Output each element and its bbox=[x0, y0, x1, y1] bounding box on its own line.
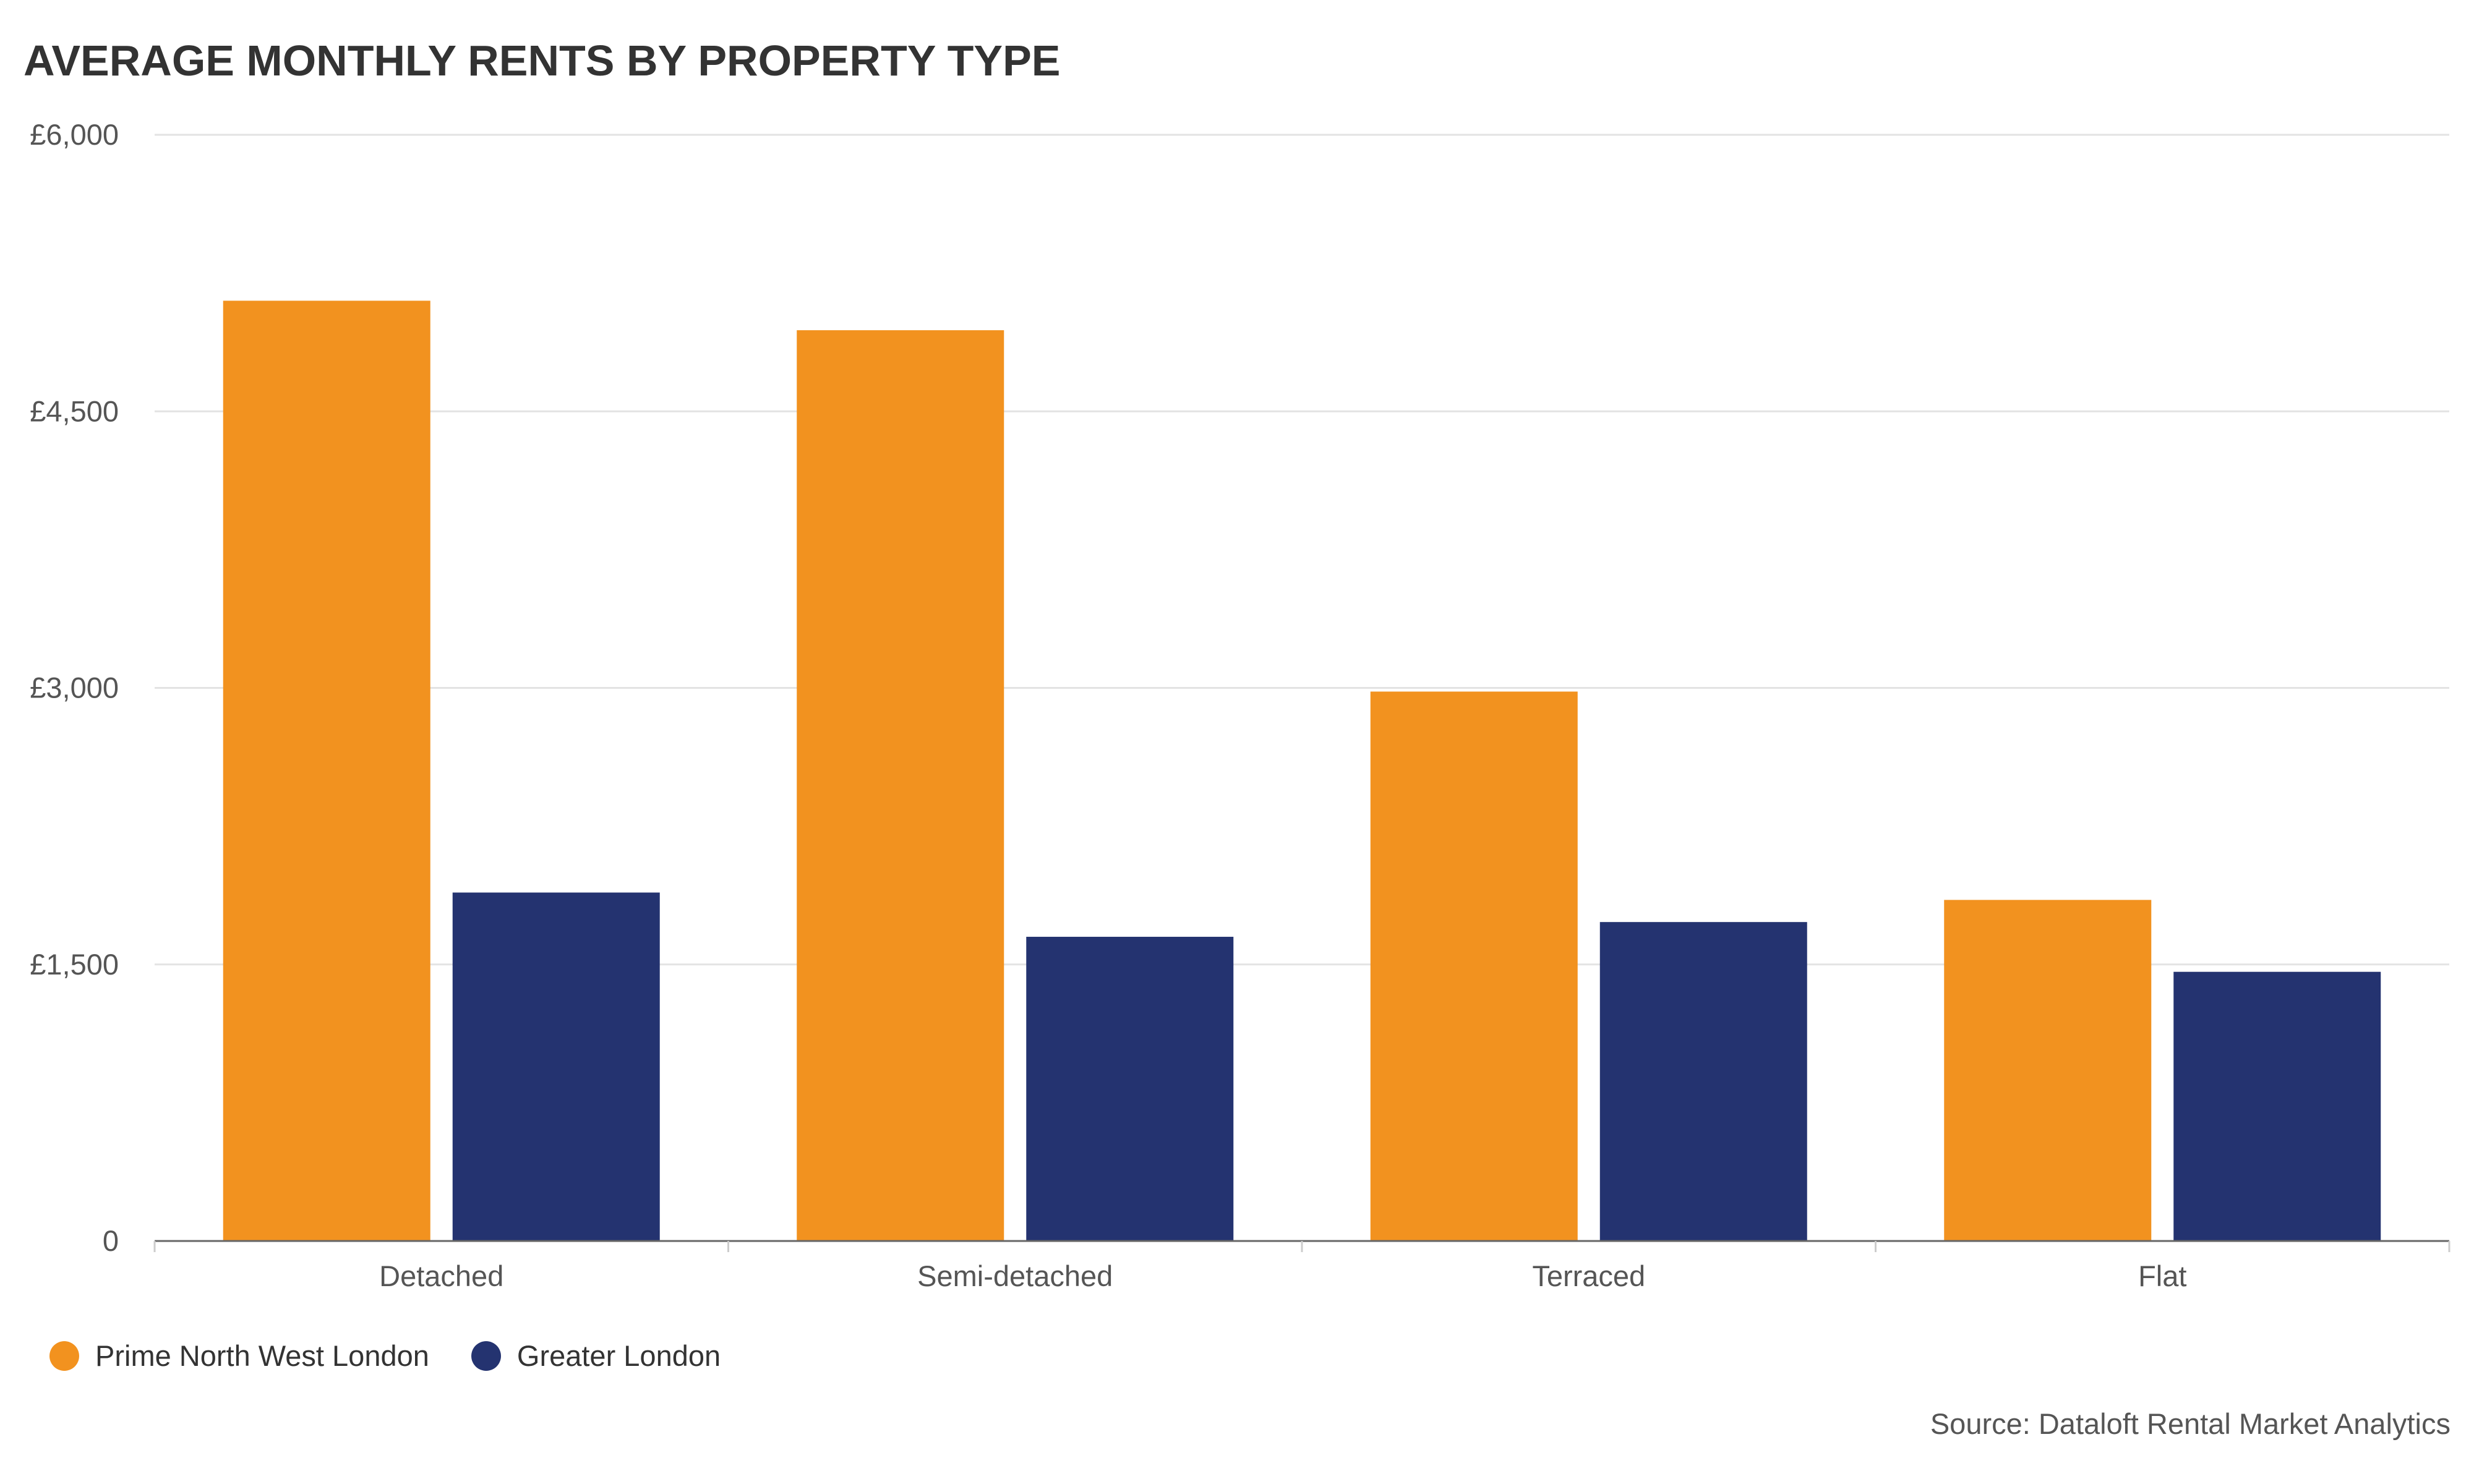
legend-label: Prime North West London bbox=[95, 1339, 429, 1372]
x-axis-ticks: Detached Semi-detached Terraced Flat bbox=[379, 1260, 2186, 1292]
y-tick-label: £1,500 bbox=[30, 948, 119, 981]
bar-prime[interactable] bbox=[1944, 900, 2152, 1241]
bars bbox=[223, 301, 2381, 1242]
legend-marker-icon bbox=[49, 1341, 79, 1371]
legend-item-greater-london[interactable]: Greater London bbox=[471, 1339, 721, 1373]
x-tick-label: Detached bbox=[379, 1260, 503, 1292]
x-tick-label: Terraced bbox=[1532, 1260, 1645, 1292]
bar-greater-london[interactable] bbox=[452, 892, 660, 1241]
bar-prime[interactable] bbox=[1370, 691, 1578, 1241]
chart-title: AVERAGE MONTHLY RENTS BY PROPERTY TYPE bbox=[24, 36, 1061, 85]
y-tick-label: 0 bbox=[103, 1224, 119, 1257]
bar-prime[interactable] bbox=[797, 330, 1004, 1241]
legend: Prime North West London Greater London bbox=[49, 1339, 763, 1373]
y-tick-label: £3,000 bbox=[30, 672, 119, 704]
bar-greater-london[interactable] bbox=[2173, 971, 2381, 1241]
bar-greater-london[interactable] bbox=[1599, 922, 1807, 1241]
source-note: Source: Dataloft Rental Market Analytics bbox=[1930, 1407, 2450, 1440]
legend-marker-icon bbox=[471, 1341, 501, 1371]
legend-label: Greater London bbox=[516, 1339, 721, 1372]
bar-greater-london[interactable] bbox=[1026, 937, 1234, 1241]
x-axis bbox=[153, 1240, 2450, 1252]
x-tick-label: Semi-detached bbox=[917, 1260, 1113, 1292]
x-tick-label: Flat bbox=[2138, 1260, 2186, 1292]
legend-item-prime[interactable]: Prime North West London bbox=[49, 1339, 429, 1373]
y-tick-label: £4,500 bbox=[30, 394, 119, 427]
y-axis-ticks: 0 £1,500 £3,000 £4,500 £6,000 bbox=[30, 118, 119, 1257]
gridlines bbox=[155, 134, 2449, 966]
bar-prime[interactable] bbox=[223, 301, 430, 1242]
y-tick-label: £6,000 bbox=[30, 118, 119, 151]
